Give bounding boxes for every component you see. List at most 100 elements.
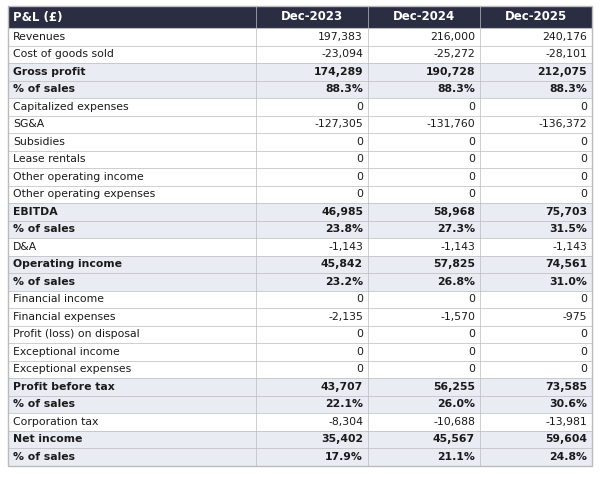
Text: 26.0%: 26.0%: [437, 399, 475, 409]
Text: 0: 0: [580, 364, 587, 374]
Text: 0: 0: [468, 154, 475, 164]
Bar: [8, 220, 592, 238]
Text: Cost of goods sold: Cost of goods sold: [13, 49, 114, 59]
Text: 26.8%: 26.8%: [437, 277, 475, 287]
Text: 0: 0: [580, 102, 587, 112]
Text: 240,176: 240,176: [542, 32, 587, 42]
Text: -10,688: -10,688: [433, 417, 475, 427]
Text: P&L (£): P&L (£): [13, 11, 62, 24]
Text: % of sales: % of sales: [13, 277, 75, 287]
Text: 27.3%: 27.3%: [437, 224, 475, 234]
Text: Other operating expenses: Other operating expenses: [13, 189, 155, 199]
Text: 0: 0: [468, 294, 475, 304]
Text: -136,372: -136,372: [538, 119, 587, 129]
Text: Profit (loss) on disposal: Profit (loss) on disposal: [13, 329, 140, 339]
Text: -127,305: -127,305: [314, 119, 363, 129]
Bar: [8, 186, 592, 203]
Text: -975: -975: [563, 312, 587, 322]
Bar: [8, 448, 592, 466]
Text: % of sales: % of sales: [13, 452, 75, 462]
Text: 0: 0: [356, 189, 363, 199]
Text: 88.3%: 88.3%: [549, 84, 587, 94]
Text: -28,101: -28,101: [545, 49, 587, 59]
Bar: [8, 396, 592, 413]
Text: 0: 0: [356, 329, 363, 339]
Text: EBITDA: EBITDA: [13, 207, 58, 217]
Bar: [8, 28, 592, 45]
Bar: [8, 63, 592, 80]
Text: Dec-2025: Dec-2025: [505, 11, 567, 24]
Text: 0: 0: [468, 172, 475, 182]
Text: 45,567: 45,567: [433, 434, 475, 444]
Bar: [8, 238, 592, 255]
Text: 197,383: 197,383: [318, 32, 363, 42]
Text: -23,094: -23,094: [321, 49, 363, 59]
Text: 0: 0: [356, 137, 363, 147]
Bar: [8, 168, 592, 186]
Text: -25,272: -25,272: [433, 49, 475, 59]
Text: 74,561: 74,561: [545, 259, 587, 269]
Text: 0: 0: [356, 347, 363, 357]
Text: Operating income: Operating income: [13, 259, 122, 269]
Text: % of sales: % of sales: [13, 224, 75, 234]
Text: 24.8%: 24.8%: [549, 452, 587, 462]
Text: 88.3%: 88.3%: [437, 84, 475, 94]
Bar: [8, 45, 592, 63]
Bar: [8, 203, 592, 220]
Bar: [8, 6, 592, 28]
Bar: [8, 150, 592, 168]
Text: 0: 0: [468, 347, 475, 357]
Text: 0: 0: [580, 347, 587, 357]
Text: Financial income: Financial income: [13, 294, 104, 304]
Text: Corporation tax: Corporation tax: [13, 417, 98, 427]
Text: 212,075: 212,075: [538, 67, 587, 77]
Text: Net income: Net income: [13, 434, 82, 444]
Bar: [8, 133, 592, 150]
Text: 0: 0: [468, 364, 475, 374]
Text: % of sales: % of sales: [13, 84, 75, 94]
Text: 23.2%: 23.2%: [325, 277, 363, 287]
Text: 45,842: 45,842: [321, 259, 363, 269]
Bar: [8, 291, 592, 308]
Text: 0: 0: [580, 172, 587, 182]
Text: -1,143: -1,143: [552, 242, 587, 252]
Text: -13,981: -13,981: [545, 417, 587, 427]
Bar: [8, 98, 592, 116]
Text: 0: 0: [580, 294, 587, 304]
Text: 0: 0: [356, 294, 363, 304]
Text: 58,968: 58,968: [433, 207, 475, 217]
Text: 0: 0: [468, 137, 475, 147]
Text: Capitalized expenses: Capitalized expenses: [13, 102, 128, 112]
Bar: [8, 430, 592, 448]
Text: Profit before tax: Profit before tax: [13, 382, 115, 392]
Text: -8,304: -8,304: [328, 417, 363, 427]
Bar: [8, 116, 592, 133]
Bar: [8, 255, 592, 273]
Text: -2,135: -2,135: [328, 312, 363, 322]
Text: 46,985: 46,985: [321, 207, 363, 217]
Text: 0: 0: [580, 154, 587, 164]
Text: Exceptional expenses: Exceptional expenses: [13, 364, 131, 374]
Text: -1,143: -1,143: [440, 242, 475, 252]
Text: 59,604: 59,604: [545, 434, 587, 444]
Text: SG&A: SG&A: [13, 119, 44, 129]
Text: 75,703: 75,703: [545, 207, 587, 217]
Text: 21.1%: 21.1%: [437, 452, 475, 462]
Text: -131,760: -131,760: [426, 119, 475, 129]
Text: 56,255: 56,255: [433, 382, 475, 392]
Text: 35,402: 35,402: [321, 434, 363, 444]
Bar: [8, 361, 592, 378]
Text: 0: 0: [580, 189, 587, 199]
Text: 43,707: 43,707: [321, 382, 363, 392]
Text: -1,570: -1,570: [440, 312, 475, 322]
Bar: [8, 308, 592, 325]
Text: 57,825: 57,825: [433, 259, 475, 269]
Bar: [8, 343, 592, 361]
Text: Gross profit: Gross profit: [13, 67, 86, 77]
Bar: [8, 273, 592, 291]
Text: Dec-2024: Dec-2024: [393, 11, 455, 24]
Text: 17.9%: 17.9%: [325, 452, 363, 462]
Text: 0: 0: [580, 329, 587, 339]
Text: 0: 0: [356, 364, 363, 374]
Text: 30.6%: 30.6%: [549, 399, 587, 409]
